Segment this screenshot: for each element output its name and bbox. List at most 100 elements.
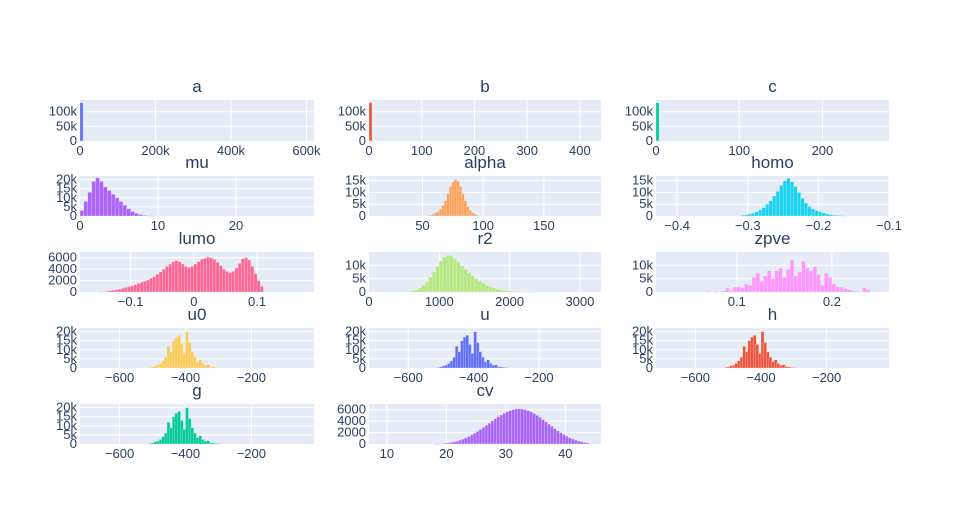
histogram-bar [130, 285, 134, 293]
y-tick-label: 10k [632, 342, 653, 357]
plot-area [656, 328, 889, 368]
histogram-bar [744, 283, 749, 293]
x-tick-label: 400 [569, 143, 591, 158]
subplot-title: r2 [477, 229, 492, 248]
histogram-bar [571, 438, 575, 445]
histogram-bar [565, 436, 569, 445]
histogram-bar [740, 287, 745, 293]
histogram-bar [193, 263, 198, 293]
plot-area [656, 100, 889, 141]
histogram-bar [215, 262, 220, 293]
histogram-bar [165, 266, 169, 293]
histogram-bar [244, 257, 248, 293]
histogram-bar [99, 181, 104, 217]
y-tick-label: 6000 [48, 250, 77, 265]
histogram-bar [706, 291, 711, 293]
histogram-bar [508, 410, 512, 445]
x-tick-label: 100 [728, 143, 750, 158]
histogram-bar [481, 427, 486, 445]
histogram-bar [91, 181, 96, 217]
y-tick-label: 0 [70, 360, 77, 375]
histogram-bar [130, 211, 135, 217]
histogram-bar [467, 272, 472, 293]
histogram-bar [721, 290, 726, 293]
histogram-bar [142, 215, 147, 217]
x-tick-label: −600 [105, 370, 134, 385]
histogram-bar [103, 186, 108, 217]
histogram-bar [260, 286, 264, 293]
histogram-bar [839, 215, 844, 217]
histogram-bar [774, 270, 779, 293]
histogram-bar [432, 271, 436, 293]
histogram-bar [495, 288, 500, 293]
x-tick-label: 0.2 [823, 294, 841, 309]
histogram-bar [122, 204, 127, 217]
histogram-bar [126, 208, 131, 217]
y-tick-label: 0 [70, 133, 77, 148]
histogram-bar [825, 213, 830, 217]
x-tick-label: 0 [190, 294, 197, 309]
histogram-bar [478, 429, 483, 445]
histogram-bar [105, 291, 109, 293]
histogram-bar [831, 283, 836, 293]
histogram-bar [206, 364, 210, 369]
y-tick-label: 5k [63, 427, 77, 442]
y-tick-label: 0 [359, 208, 366, 223]
histogram-bar [203, 258, 207, 293]
histogram-bar [425, 281, 429, 293]
histogram-bar [127, 286, 131, 293]
subplot-title: zpve [755, 229, 791, 248]
histogram-bar [818, 211, 823, 217]
x-tick-label: 0 [652, 143, 659, 158]
y-tick-label: 5k [352, 271, 366, 286]
y-tick-label: 20k [56, 324, 77, 339]
histogram-bar [184, 266, 188, 293]
x-tick-label: −200 [524, 370, 553, 385]
y-tick-label: 0 [359, 360, 366, 375]
y-tick-label: 0 [70, 436, 77, 451]
histogram-bar [456, 261, 461, 293]
histogram-bar [79, 210, 85, 217]
histogram-bar [138, 214, 143, 217]
y-tick-label: 100k [338, 104, 367, 119]
plot-area [80, 404, 314, 444]
histogram-bar [512, 291, 517, 293]
x-tick-label: −0.3 [735, 218, 761, 233]
y-tick-label: 6000 [337, 402, 366, 417]
histogram-bar [732, 287, 737, 293]
histogram-bar [808, 270, 814, 293]
histogram-bar [162, 268, 166, 293]
histogram-bar [498, 289, 503, 293]
histogram-bar [470, 275, 475, 293]
histogram-bar [532, 413, 536, 445]
histogram-bar [511, 409, 515, 445]
subplot-title: homo [751, 153, 794, 172]
histogram-bar [562, 434, 566, 445]
histogram-bar [520, 291, 524, 293]
histogram-bar [187, 267, 191, 293]
histogram-bar [505, 411, 509, 445]
y-tick-label: 10k [56, 342, 77, 357]
histogram-bar [118, 201, 124, 217]
histogram-bar [797, 192, 801, 217]
histogram-bar [523, 409, 527, 445]
histogram-bar [146, 215, 151, 217]
histogram-bar [428, 277, 433, 293]
histogram-bar [828, 214, 833, 217]
histogram-bar [816, 274, 821, 293]
y-tick-label: 0 [646, 284, 653, 299]
subplot-title: g [192, 381, 201, 400]
histogram-bar [446, 442, 450, 445]
histogram-bar [523, 291, 528, 293]
histogram-bar [216, 443, 221, 445]
histogram-bar [206, 440, 210, 445]
histogram-bar [171, 261, 176, 293]
histogram-bar [474, 278, 479, 293]
histogram-bar [866, 289, 871, 293]
histogram-bar [751, 213, 755, 217]
histogram-bar [758, 209, 763, 217]
y-tick-label: 15k [345, 173, 366, 188]
